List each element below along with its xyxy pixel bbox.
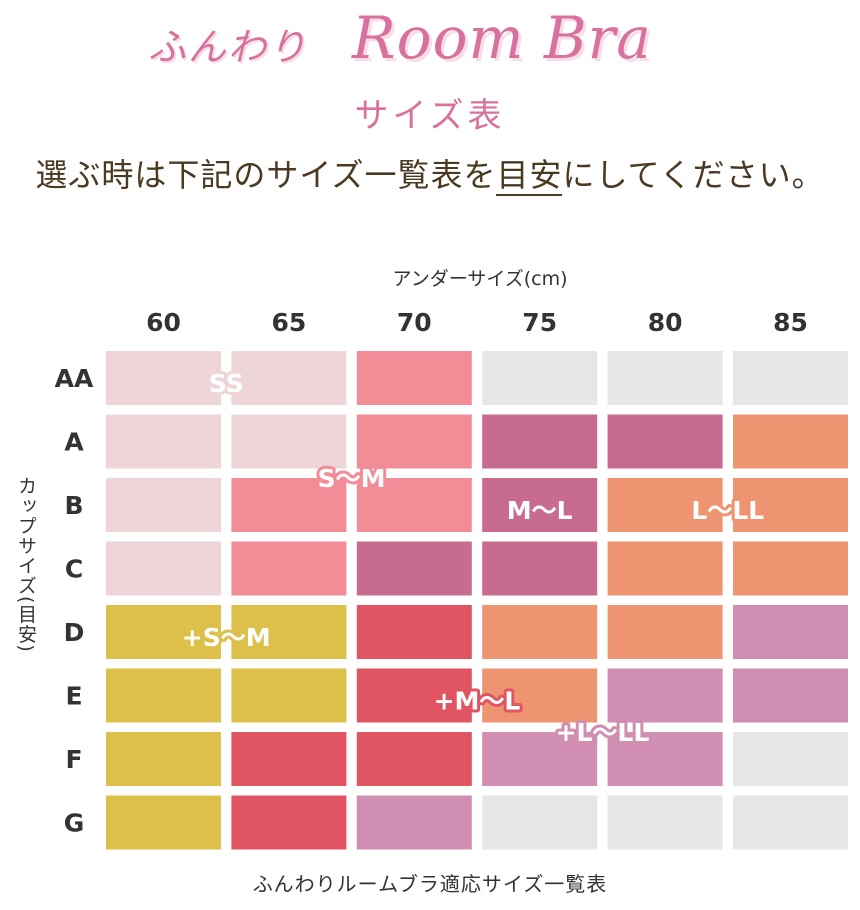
size-cell	[106, 414, 221, 469]
x-tick-label: 75	[522, 308, 557, 337]
size-cell	[733, 541, 848, 596]
size-cell	[106, 541, 221, 596]
size-cell	[607, 541, 723, 596]
size-region-label: +S〜M	[182, 623, 271, 652]
size-cell	[231, 541, 347, 596]
x-axis-title: アンダーサイズ(cm)	[392, 268, 568, 290]
y-tick-label: C	[65, 555, 83, 584]
y-tick-label: F	[65, 745, 82, 774]
size-cell	[607, 478, 723, 532]
size-cell	[607, 414, 723, 469]
size-cell	[356, 351, 472, 405]
size-cell	[356, 668, 472, 723]
size-cell	[106, 668, 221, 723]
size-cell	[356, 541, 472, 596]
x-tick-label: 85	[773, 308, 808, 337]
lead-text-underlined: 目安	[496, 156, 563, 196]
y-tick-label: E	[65, 682, 82, 711]
y-tick-label: B	[64, 491, 83, 520]
size-cell	[733, 414, 848, 469]
x-tick-label: 60	[146, 308, 181, 337]
size-cell	[607, 732, 723, 786]
size-region-label: M〜L	[507, 496, 573, 525]
size-cell	[482, 351, 598, 405]
size-cell	[356, 478, 472, 532]
size-cell	[482, 795, 598, 850]
size-cell	[356, 414, 472, 469]
y-tick-label: A	[64, 428, 84, 457]
y-tick-label: G	[64, 809, 85, 838]
size-cell	[106, 795, 221, 850]
size-cell	[607, 668, 723, 723]
size-cell	[482, 541, 598, 596]
brand-name-en: Room Bra	[352, 4, 652, 72]
size-cell	[733, 351, 848, 405]
size-cell	[733, 605, 848, 659]
size-cell	[106, 605, 221, 659]
size-cell	[482, 414, 598, 469]
x-tick-label: 70	[397, 308, 432, 337]
brand-name-jp: ふんわり	[148, 25, 309, 69]
y-tick-label: D	[64, 618, 85, 647]
size-cell	[733, 478, 848, 532]
size-cell	[607, 795, 723, 850]
chart-caption: ふんわりルームブラ適応サイズ一覧表	[252, 872, 608, 896]
size-cell	[106, 351, 221, 405]
size-cell	[356, 605, 472, 659]
size-cell	[482, 605, 598, 659]
size-cell	[106, 478, 221, 532]
lead-text-after: にしてください。	[562, 156, 825, 194]
size-cell	[607, 605, 723, 659]
lead-text: 選ぶ時は下記のサイズ一覧表を目安にしてください。	[0, 150, 860, 196]
size-cell	[231, 668, 347, 723]
page-subtitle: サイズ表	[354, 96, 506, 136]
size-cell	[356, 795, 472, 850]
size-cell	[733, 668, 848, 723]
size-cell	[733, 732, 848, 786]
size-region-label: SS	[209, 369, 244, 398]
size-cell	[482, 668, 598, 723]
x-tick-label: 65	[272, 308, 307, 337]
size-region-label: S〜M	[318, 464, 386, 493]
x-tick-label: 80	[648, 308, 683, 337]
size-cell	[231, 795, 347, 850]
size-cell	[231, 732, 347, 786]
size-cell	[733, 795, 848, 850]
y-tick-label: AA	[55, 364, 94, 393]
size-cell	[231, 351, 347, 405]
size-cell	[607, 351, 723, 405]
size-cell	[231, 478, 347, 532]
size-cell	[106, 732, 221, 786]
size-cell	[482, 732, 598, 786]
size-region-label: +L〜LL	[556, 718, 650, 747]
size-cell	[482, 478, 598, 532]
size-region-label: +M〜L	[434, 686, 521, 715]
lead-text-before: 選ぶ時は下記のサイズ一覧表を	[35, 156, 497, 194]
size-region-label: L〜LL	[691, 496, 764, 525]
size-cell	[356, 732, 472, 786]
size-cell	[231, 414, 347, 469]
y-axis-title: カップサイズ(目安)	[15, 476, 37, 653]
size-cell	[231, 605, 347, 659]
